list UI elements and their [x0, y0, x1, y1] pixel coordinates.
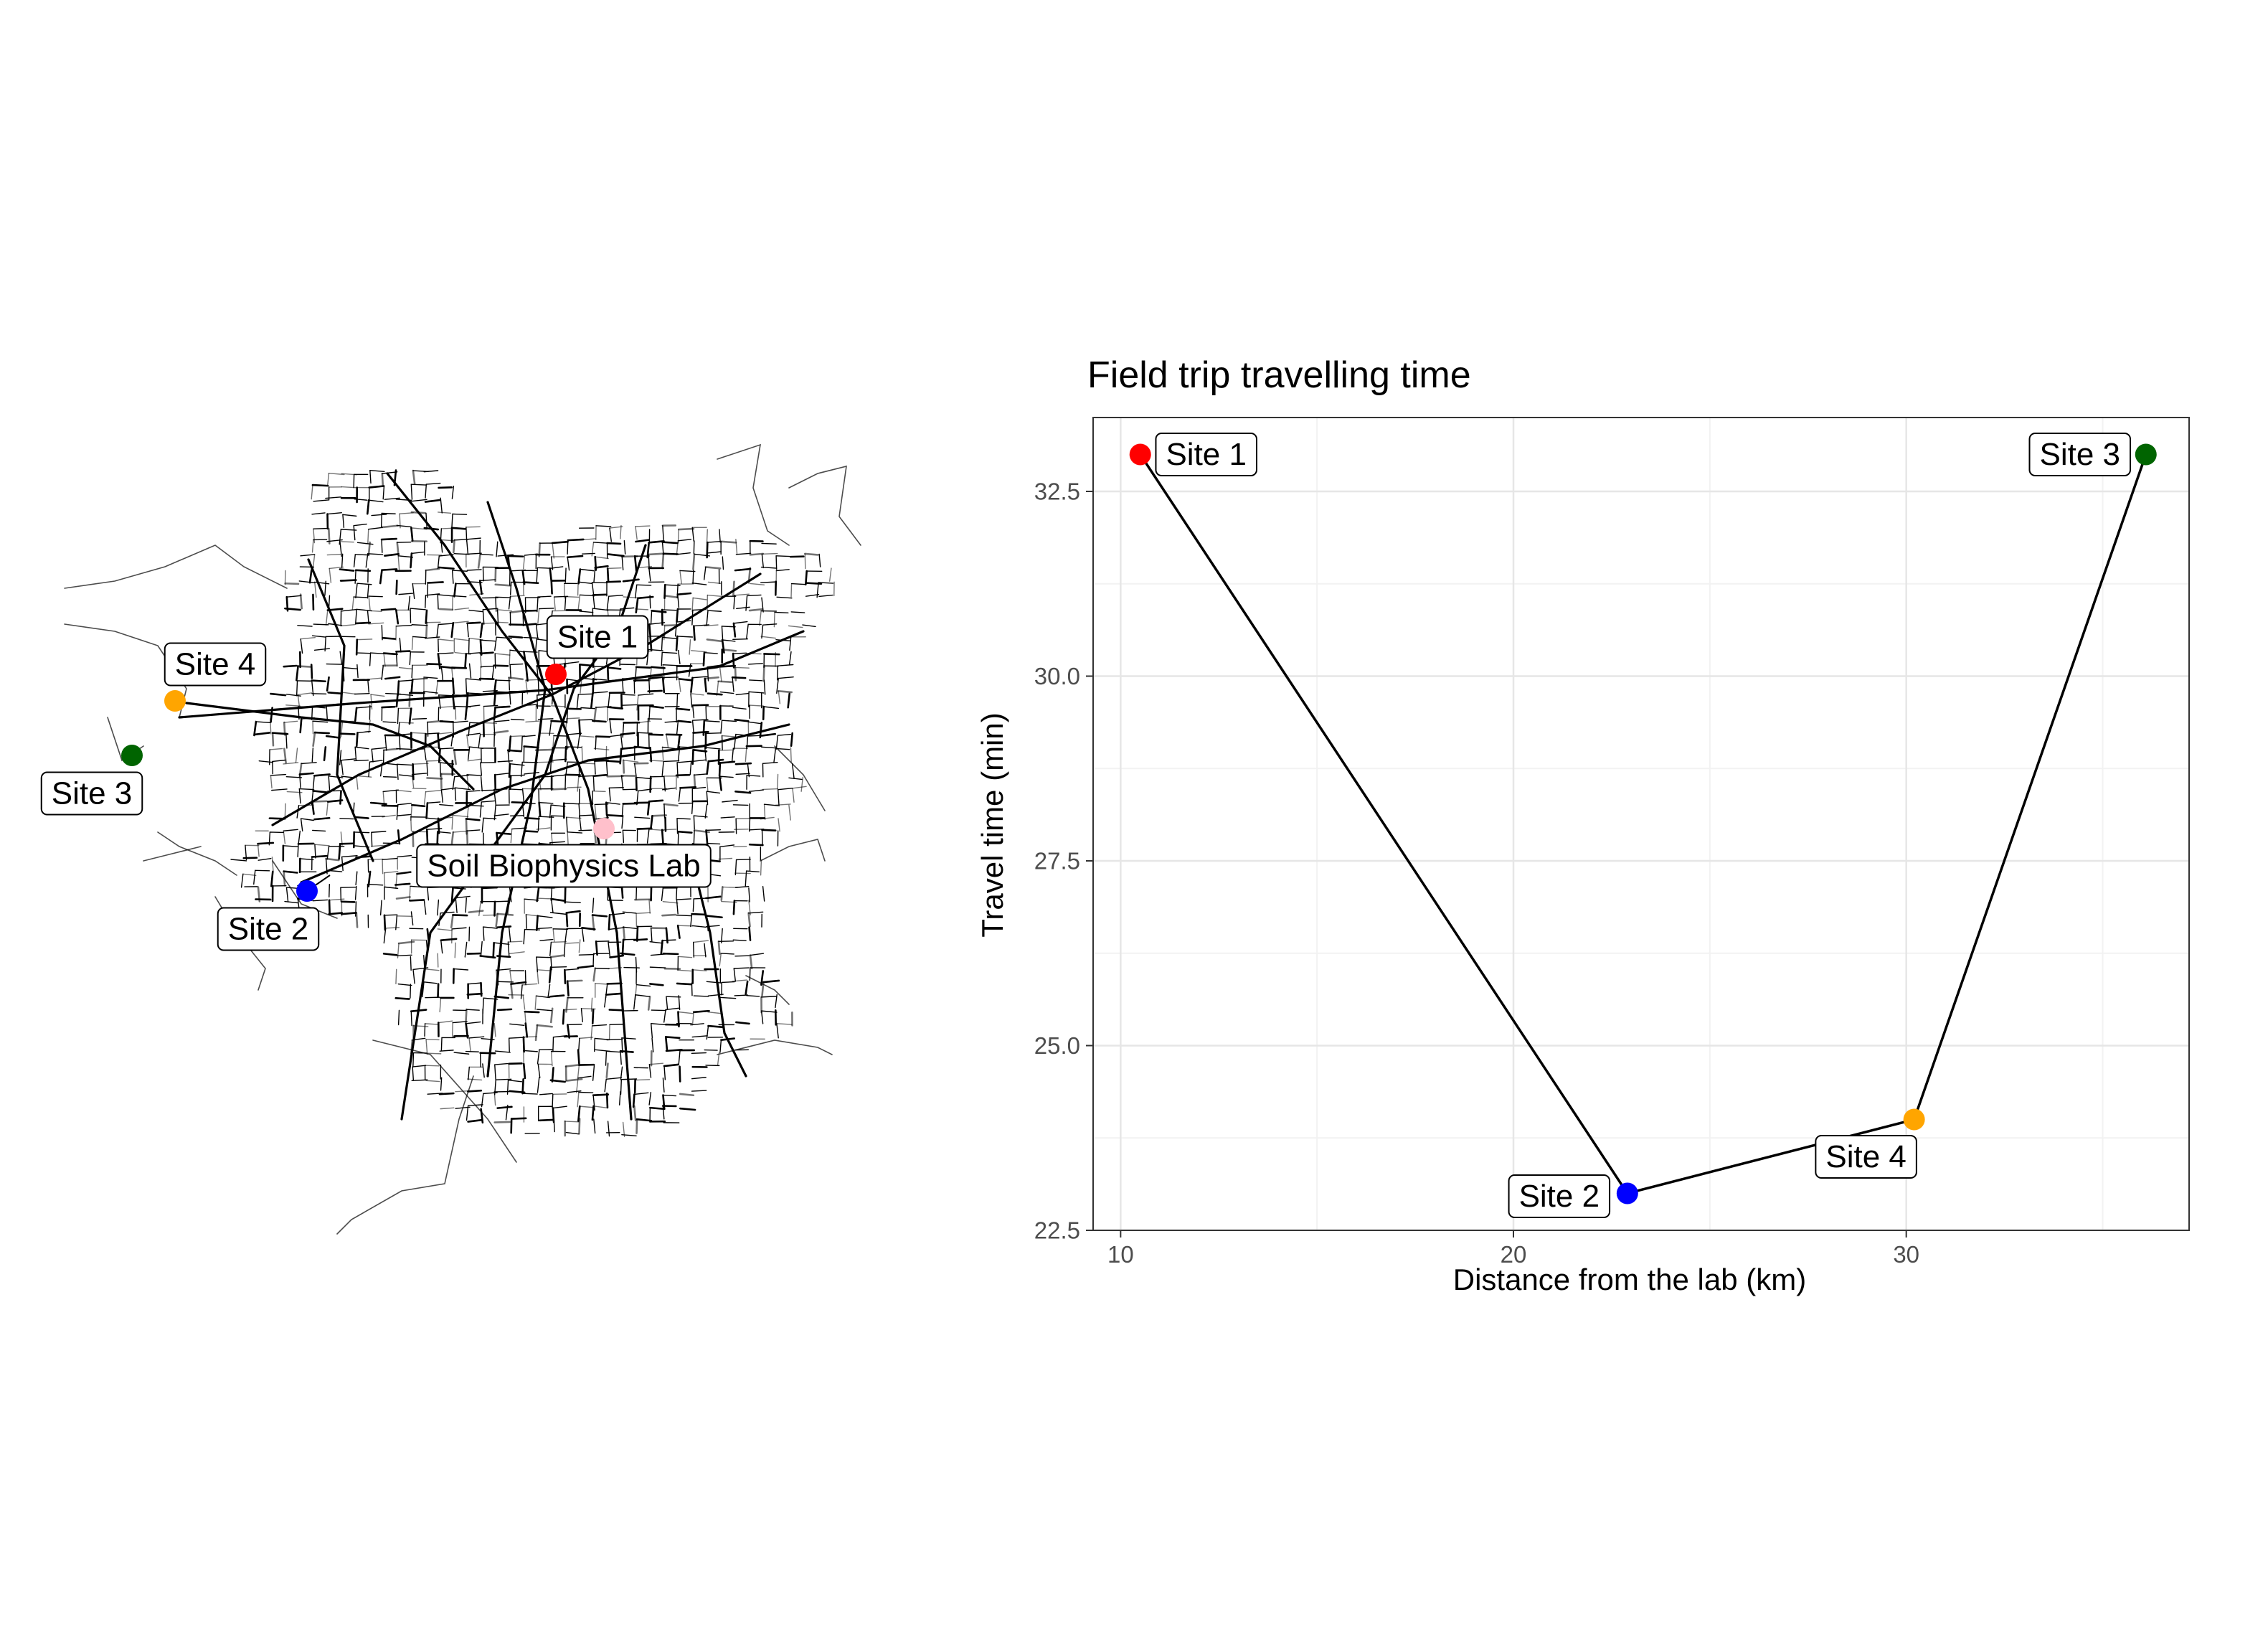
x-tick-label: 20	[1501, 1241, 1527, 1268]
x-tick-label: 10	[1107, 1241, 1134, 1268]
map-label-site-1-text: Site 1	[557, 620, 638, 655]
map-label-site-3: Site 3	[40, 771, 143, 816]
map-label-site-2: Site 2	[217, 907, 320, 951]
chart-points	[1129, 443, 2157, 1204]
map-markers: Site 1 Site 2 Site 3 Site 4 Soil Biophysics …	[40, 615, 712, 951]
chart-label-site-3-text: Site 3	[2039, 437, 2120, 472]
chart-point-labels: Site 1 Site 2 Site 4 Site 3	[1155, 433, 2132, 1218]
map-panel: Site 1 Site 2 Site 3 Site 4 Soil Biophysics …	[40, 443, 861, 1235]
chart-label-site-2-text: Site 2	[1519, 1179, 1600, 1214]
map-label-soil-biophysics-lab-text: Soil Biophysics Lab	[427, 849, 701, 884]
chart-label-site-2: Site 2	[1508, 1174, 1611, 1218]
chart-label-site-1: Site 1	[1155, 433, 1257, 476]
chart-label-site-3: Site 3	[2028, 433, 2132, 476]
series-line	[1139, 453, 2147, 1195]
map-marker-site-2	[296, 880, 318, 902]
y-tick-label: 30.0	[1034, 663, 1080, 689]
chart-label-site-1-box	[1155, 433, 1257, 476]
x-axis-ticks: 10 20 30	[1107, 1230, 1919, 1268]
y-tick-label: 27.5	[1034, 848, 1080, 874]
plot-border	[1092, 417, 2190, 1231]
chart-point-site-4	[1903, 1108, 1925, 1131]
y-tick-label: 22.5	[1034, 1217, 1080, 1244]
chart-point-site-2	[1616, 1182, 1638, 1204]
map-label-site-1-box	[546, 615, 649, 659]
chart-label-site-4-text: Site 4	[1825, 1139, 1906, 1174]
chart-title: Field trip travelling time	[1087, 354, 1471, 396]
road-network	[64, 443, 861, 1235]
plot-area	[1093, 418, 2189, 1230]
chart-label-site-4: Site 4	[1815, 1135, 1917, 1179]
map-marker-site-1	[545, 664, 567, 685]
chart-point-site-3	[2135, 443, 2157, 466]
map-marker-soil-biophysics-lab	[593, 818, 615, 839]
map-label-soil-biophysics-lab: Soil Biophysics Lab	[416, 844, 712, 888]
chart-label-site-2-box	[1508, 1174, 1611, 1218]
x-tick-label: 30	[1893, 1241, 1919, 1268]
chart-label-site-1-text: Site 1	[1166, 437, 1247, 472]
chart-label-site-3-box	[2028, 433, 2132, 476]
map-label-site-4: Site 4	[164, 642, 267, 687]
map-label-site-2-text: Site 2	[228, 912, 309, 947]
map-label-site-3-box	[40, 771, 143, 816]
x-axis-title: Distance from the lab (km)	[1453, 1263, 1806, 1296]
map-label-site-3-text: Site 3	[52, 776, 133, 811]
map-label-site-2-box	[217, 907, 320, 951]
y-tick-label: 25.0	[1034, 1032, 1080, 1059]
map-label-site-4-box	[164, 642, 267, 687]
map-marker-site-3	[121, 745, 143, 766]
chart-point-site-1	[1129, 443, 1151, 466]
y-tick-label: 32.5	[1034, 478, 1080, 505]
map-marker-site-4	[164, 690, 186, 712]
map-label-site-4-text: Site 4	[175, 647, 256, 682]
y-axis-ticks: 22.5 25.0 27.5 30.0 32.5	[1034, 478, 1093, 1244]
map-label-site-1: Site 1	[546, 615, 649, 659]
chart-label-site-4-box	[1815, 1135, 1917, 1179]
map-label-soil-biophysics-lab-box	[416, 844, 712, 888]
y-axis-title: Travel time (min)	[975, 712, 1009, 937]
travel-time-line	[1139, 453, 2147, 1195]
